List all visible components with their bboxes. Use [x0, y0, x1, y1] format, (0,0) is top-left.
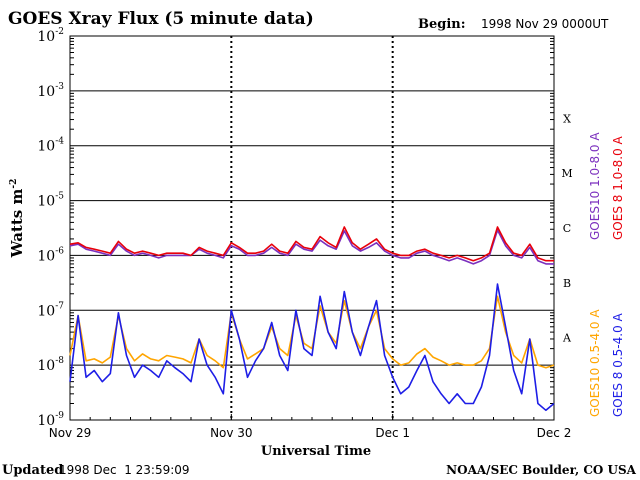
begin-label: Begin:: [418, 17, 466, 32]
y-tick-label: 10-4: [37, 137, 64, 155]
begin-value: 1998 Nov 29 0000UT: [481, 17, 609, 31]
legend-goes10-short: GOES10 0.5-4.0 A: [588, 309, 602, 417]
y-tick-label: 10-8: [37, 356, 64, 374]
y-tick-label: 10-5: [37, 192, 64, 210]
day-dividers: [230, 36, 394, 420]
series-line: [69, 283, 555, 412]
updated-label: Updated: [2, 463, 63, 478]
series-line: [69, 229, 554, 265]
flare-class-labels: X M C B A: [561, 112, 572, 344]
series-line: [69, 226, 554, 262]
x-tick-label: Nov 30: [210, 426, 253, 440]
series-line: [69, 295, 555, 369]
y-tick-label: 10-9: [37, 411, 64, 429]
legend-goes10-long: GOES10 1.0-8.0 A: [588, 132, 602, 240]
x-axis-label: Universal Time: [261, 444, 371, 459]
flare-class-label: X: [563, 112, 571, 125]
x-tick-label: Dec 1: [375, 426, 410, 440]
flare-class-label: M: [561, 167, 572, 180]
plot-area: [69, 35, 555, 421]
y-tick-label: 10-6: [37, 246, 64, 264]
y-tick-label: 10-2: [37, 27, 64, 45]
x-tick-label: Nov 29: [49, 426, 92, 440]
y-axis-label: Watts m-2: [8, 179, 26, 259]
x-tick-label: Dec 2: [537, 426, 572, 440]
series-lines: [69, 226, 555, 412]
credit-text: NOAA/SEC Boulder, CO USA: [446, 463, 637, 477]
y-tick-label: 10-3: [37, 82, 64, 100]
chart-title: GOES Xray Flux (5 minute data): [8, 9, 314, 29]
flare-class-label: C: [563, 222, 571, 235]
updated-value: 1998 Dec 1 23:59:09: [59, 463, 190, 477]
y-axis-ticks: 10-2 10-3 10-4 10-5 10-6 10-7 10-8 10-9: [37, 27, 554, 429]
flare-class-label: A: [562, 332, 572, 345]
legend-goes8-long: GOES 8 1.0-8.0 A: [611, 135, 625, 240]
legend-goes8-short: GOES 8 0.5-4.0 A: [611, 312, 625, 417]
x-axis-ticks: Nov 29 Nov 30 Dec 1 Dec 2: [49, 414, 572, 440]
y-tick-label: 10-7: [37, 301, 64, 319]
flare-class-label: B: [563, 277, 571, 290]
